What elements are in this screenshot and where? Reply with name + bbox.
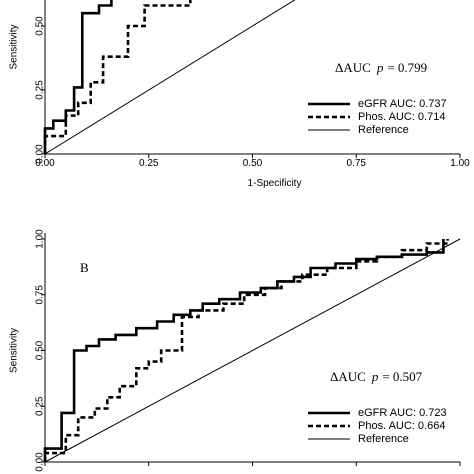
p-value: = 0.507 bbox=[382, 369, 422, 384]
delta-auc-annotation: ΔAUC p = 0.799 bbox=[335, 60, 427, 75]
legend-label-reference: Reference bbox=[358, 124, 409, 136]
legend-label-phos: Phos. AUC: 0.664 bbox=[358, 420, 445, 432]
delta-auc-label: ΔAUC bbox=[330, 369, 366, 384]
y-tick-label: 0.75 bbox=[35, 285, 46, 305]
roc-panel-a: 0.00 0.25 0.50 0.00 0.25 0.50 0.75 1.00 1-Specif… bbox=[9, 0, 470, 189]
p-value: = 0.799 bbox=[387, 60, 427, 75]
p-symbol: p bbox=[376, 60, 384, 75]
x-tick-label: 0.50 bbox=[243, 158, 263, 169]
y-tick-label: 0.25 bbox=[35, 396, 46, 416]
legend-label-egfr: eGFR AUC: 0.737 bbox=[358, 98, 447, 110]
x-tick-label: 1.00 bbox=[450, 158, 470, 169]
legend-label-phos: Phos. AUC: 0.714 bbox=[358, 111, 445, 123]
delta-auc-annotation: ΔAUC p = 0.507 bbox=[330, 369, 423, 384]
roc-panel-b: 0.00 0.25 0.50 0.75 1.00 Sensitivity B ΔAUC p = 0… bbox=[9, 229, 461, 472]
roc-curve-reference bbox=[44, 238, 461, 463]
x-axis-title: 1-Specificity bbox=[248, 178, 302, 189]
roc-curve-phos bbox=[43, 0, 192, 154]
roc-curve-egfr bbox=[43, 239, 445, 462]
roc-curve-reference bbox=[44, 0, 296, 155]
y-tick-label: 0.00 bbox=[35, 144, 46, 164]
p-symbol: p bbox=[371, 369, 379, 384]
y-tick-label: 0.25 bbox=[35, 80, 46, 100]
x-tick-label: 0.00 bbox=[35, 158, 55, 169]
legend-label-reference: Reference bbox=[358, 433, 409, 445]
delta-auc-label: ΔAUC bbox=[335, 60, 371, 75]
x-tick-label: 0.25 bbox=[139, 158, 159, 169]
y-tick-label: 0.50 bbox=[35, 16, 46, 36]
roc-curve-egfr bbox=[43, 0, 113, 154]
roc-curve-phos bbox=[43, 239, 449, 462]
y-tick-label: 0.00 bbox=[35, 452, 46, 472]
y-axis-title: Sensitivity bbox=[9, 328, 20, 373]
y-tick-label: 1.00 bbox=[35, 229, 46, 249]
y-tick-label: 0.50 bbox=[35, 340, 46, 360]
y-axis-title: Sensitivity bbox=[9, 24, 20, 69]
legend-label-egfr: eGFR AUC: 0.723 bbox=[358, 407, 447, 419]
x-tick-label: 0.75 bbox=[347, 158, 367, 169]
panel-label: B bbox=[80, 260, 89, 275]
